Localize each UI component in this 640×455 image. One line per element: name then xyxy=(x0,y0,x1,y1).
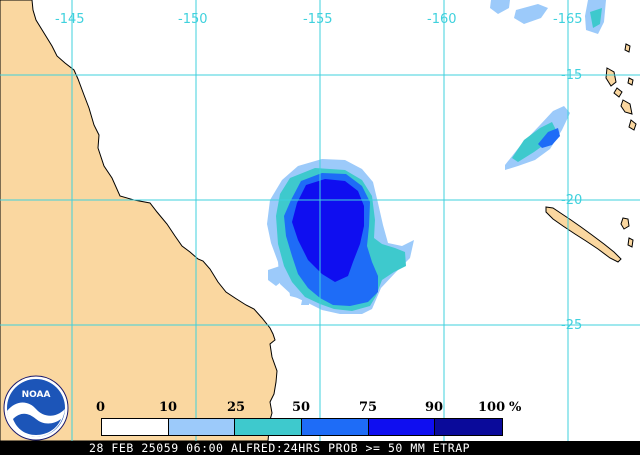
graticule xyxy=(0,0,640,441)
longitude-label: -150 xyxy=(178,12,208,27)
latitude-label: -25 xyxy=(561,318,583,333)
loyalty-island xyxy=(627,237,634,248)
legend-tick-label: 100 xyxy=(478,400,506,415)
vanuatu-island xyxy=(628,119,637,131)
vanuatu-island xyxy=(605,67,617,87)
latitude-label: -15 xyxy=(561,68,583,83)
vanuatu-island xyxy=(620,99,633,115)
probability-75-90-area xyxy=(292,179,364,282)
legend-unit-label: % xyxy=(509,400,522,415)
legend-tick-label: 90 xyxy=(425,400,444,415)
legend-bin-swatch xyxy=(301,419,369,435)
longitude-label: -160 xyxy=(427,12,457,27)
legend-tick-label: 50 xyxy=(292,400,311,415)
loyalty-island xyxy=(620,217,630,230)
legend-tick-label: 75 xyxy=(359,400,378,415)
legend-bin-swatch xyxy=(168,419,236,435)
legend-tick-label: 25 xyxy=(227,400,246,415)
new-caledonia-island xyxy=(545,206,622,263)
logo-text: NOAA xyxy=(22,390,51,400)
latitude-label: -20 xyxy=(561,193,583,208)
legend-colorbar xyxy=(101,418,503,436)
vanuatu-island xyxy=(627,77,634,86)
caption-bar: 28 FEB 25059 06:00 ALFRED:24HRS PROB >= … xyxy=(0,441,640,455)
legend-tick-label: 0 xyxy=(96,400,106,415)
longitude-label: -155 xyxy=(303,12,333,27)
caption-text: 28 FEB 25059 06:00 ALFRED:24HRS PROB >= … xyxy=(89,441,471,455)
longitude-label: -145 xyxy=(55,12,85,27)
legend-tick-label: 10 xyxy=(159,400,178,415)
legend-bin-swatch xyxy=(435,419,502,435)
noaa-logo-icon: NOAA xyxy=(3,375,69,441)
vanuatu-island xyxy=(613,87,623,98)
vanuatu-island xyxy=(624,43,631,53)
legend-bin-swatch xyxy=(102,419,169,435)
legend-bin-swatch xyxy=(235,419,302,435)
legend-bin-swatch xyxy=(368,419,436,435)
longitude-label: -165 xyxy=(553,12,583,27)
